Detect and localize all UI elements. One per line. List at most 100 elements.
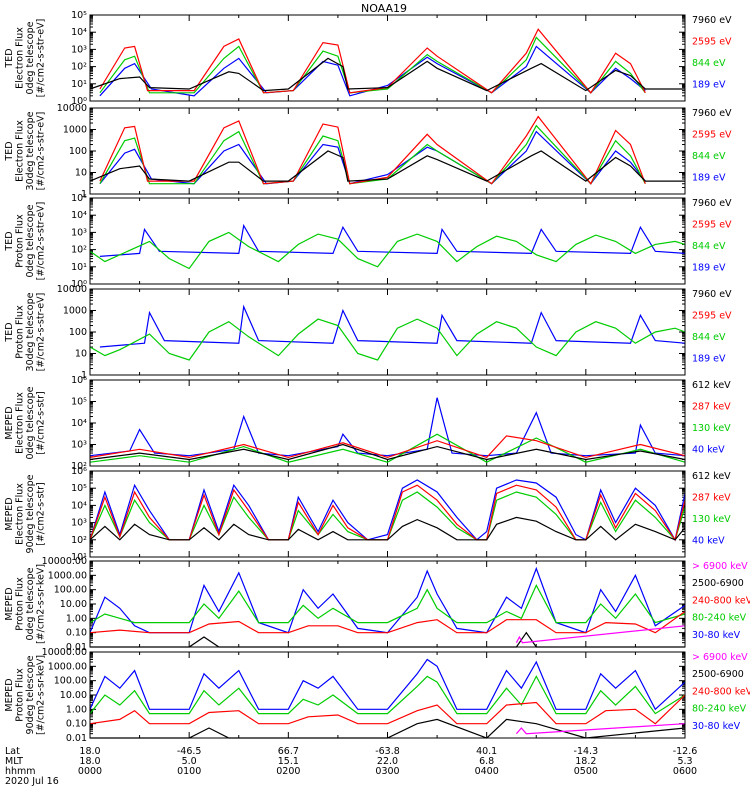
x-tick-value: 66.7 [278,746,299,757]
y-tick-label: 10 [75,168,87,179]
legend-entry: > 6900 keV [692,652,748,663]
y-tick-label: 10⁴ [71,27,87,38]
ylabel-line: [#/cm2-s-str] [36,482,47,545]
y-tick-label: 1 [81,370,87,381]
y-tick-label: 10000.00 [42,647,87,658]
legend-entry: 30-80 keV [692,721,741,732]
series-40-kev [89,397,686,457]
panel-ylabel: MEPED Proton Flux 90deg telescope [#/cm2-s-… [4,655,47,735]
legend-entry: 844 eV [692,332,726,343]
x-date-label: 2020 Jul 16 [5,776,59,787]
y-tick-label: 10⁴ [71,418,87,429]
ylabel-line: [#/cm2-s-sr-keV] [36,655,47,735]
y-tick-label: 10⁶ [71,466,87,477]
legend-entry: 30-80 keV [692,630,741,641]
series-612-kev [89,443,686,461]
panel-6: MEPED Electron Flux 90deg telescope [#/cm2-… [4,466,731,563]
panel-frame [89,651,686,739]
y-tick-label: 100 [69,146,87,157]
panel-frame [89,379,686,467]
y-tick-label: 10³ [71,227,87,238]
y-tick-label: 10⁵ [71,397,87,408]
panel-ylabel: TED Proton Flux 30deg telescope [#/cm2-s-st… [4,292,47,371]
ylabel-line: Proton Flux [15,577,26,631]
series-612-kev [89,516,686,541]
x-row-label: MLT [5,756,23,767]
x-tick-value: -63.8 [375,746,400,757]
y-tick-label: 10² [71,62,87,73]
y-tick-label: 10⁶ [71,375,87,386]
y-tick-label: 100 [69,327,87,338]
legend-entry: 189 eV [692,80,726,91]
series-80-240-kev [89,584,686,624]
x-tick-value: 0100 [177,766,201,777]
series-80-240-kev [89,675,686,715]
x-tick-value: 0600 [673,766,697,777]
ylabel-line: [#/cm2-s-str-eV] [36,19,47,98]
ylabel-line: MEPED [4,406,15,439]
series-130-kev [89,491,686,542]
ylabel-line: Electron Flux [15,483,26,545]
x-tick-value: 5.3 [677,756,692,767]
y-tick-label: 1000 [63,306,87,317]
legend-entry: 189 eV [692,173,726,184]
legend-entry: 40 keV [692,445,725,456]
legend-entry: 2500-6900 [692,578,744,589]
legend-entry: 844 eV [692,151,726,162]
y-tick-label: 10.00 [60,690,87,701]
x-tick-value: 0300 [375,766,399,777]
x-tick-value: 0400 [475,766,499,777]
x-row-label: Lat [5,746,20,757]
series--6900-kev [515,723,686,735]
ylabel-line: 90deg telescope [25,474,36,553]
legend-entry: 2595 eV [692,130,732,141]
x-tick-value: 0500 [574,766,598,777]
y-tick-label: 10⁰ [71,96,87,107]
ylabel-line: TED [4,141,15,161]
y-tick-label: 10² [71,245,87,256]
y-tick-label: 1000.00 [48,570,87,581]
series-7960-ev [89,57,685,92]
series-30-80-kev [89,658,686,711]
ylabel-line: [#/cm2-s-str-eV] [36,112,47,191]
y-tick-label: 10³ [71,518,87,529]
series-844-ev [89,318,686,361]
series-189-ev [99,130,646,185]
legend-entry: > 6900 keV [692,561,748,572]
legend-entry: 189 eV [692,354,726,365]
ylabel-line: 90deg telescope [25,655,36,734]
ylabel-line: Electron Flux [15,27,26,89]
series-240-800-kev [89,611,686,634]
y-tick-label: 10¹ [71,79,87,90]
ylabel-line: MEPED [4,497,15,530]
panel-ylabel: MEPED Electron Flux 90deg telescope [#/cm2-… [4,474,47,553]
series-240-800-kev [89,694,686,725]
x-tick-value: 18.2 [575,756,596,767]
legend-entry: 240-800 keV [692,686,750,697]
chart-title: NOAA19 [361,2,407,15]
legend-entry: 2595 eV [692,220,732,231]
series-189-ev [99,304,686,348]
y-tick-label: 10³ [71,440,87,451]
panel-frame [89,107,686,195]
legend-entry: 287 keV [692,493,731,504]
x-row-label: hhmm [5,766,36,777]
legend-entry: 130 keV [692,514,731,525]
y-tick-label: 10¹ [71,552,87,563]
x-tick-value: -46.5 [177,746,202,757]
panel-ylabel: TED Electron Flux 30deg telescope [#/cm2-s-… [4,111,47,190]
ylabel-line: 0deg telescope [25,567,36,640]
legend-entry: 80-240 keV [692,613,747,624]
series-844-ev [99,124,646,185]
y-tick-label: 10⁵ [71,193,87,204]
series-844-ev [89,231,686,270]
y-tick-label: 10² [71,535,87,546]
ylabel-line: Proton Flux [15,305,26,359]
legend-entry: 7960 eV [692,289,732,300]
y-tick-label: 1.00 [66,704,87,715]
series-130-kev [89,433,686,463]
y-tick-label: 1000.00 [48,661,87,672]
y-tick-label: 10⁴ [71,500,87,511]
panel-frame [89,470,686,558]
